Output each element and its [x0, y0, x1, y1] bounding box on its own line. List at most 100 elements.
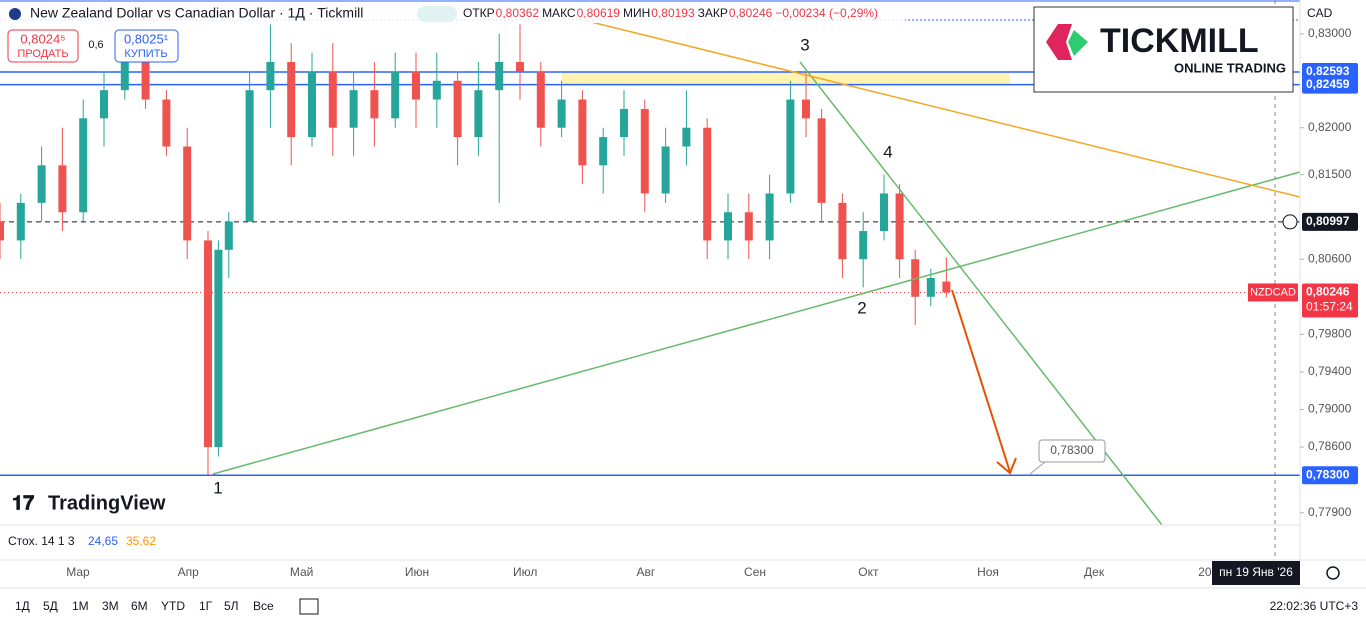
- add-alert: [1282, 214, 1298, 230]
- status[interactable]: [417, 6, 457, 22]
- ohlc-value: 0,80246: [729, 6, 773, 20]
- candle-body: [370, 90, 379, 119]
- arrow-head: [996, 457, 1017, 475]
- range-button[interactable]: 3М: [102, 599, 119, 613]
- y-tick-label: 0,82000: [1308, 120, 1352, 134]
- ohlc-value: 0,80193: [651, 6, 695, 20]
- title: New Zealand Dollar vs Canadian Dollar · …: [30, 5, 363, 21]
- range-button[interactable]: Все: [253, 599, 274, 613]
- indicator-d: 35,62: [126, 534, 156, 548]
- x-tick-label: Ноя: [977, 565, 999, 579]
- symbol: NZDCAD: [1250, 286, 1296, 298]
- buy-price: 0,8025¹: [124, 31, 169, 46]
- y-tick-label: 0,79400: [1308, 364, 1352, 378]
- spread: 0,6: [88, 39, 103, 51]
- wave-label: 1: [213, 478, 222, 497]
- range-button[interactable]: 6М: [131, 599, 148, 613]
- range-button[interactable]: YTD: [161, 599, 185, 613]
- platform-icon: 𝟏𝟕: [12, 492, 34, 514]
- flag: [9, 8, 21, 20]
- x-tick-label: Авг: [636, 565, 655, 579]
- candle-body: [349, 90, 358, 128]
- range-button[interactable]: 1Г: [199, 599, 213, 613]
- candle-body: [79, 118, 88, 213]
- candle-body: [245, 90, 254, 222]
- x-tick-label: Апр: [178, 565, 200, 579]
- logo-mark: [1068, 30, 1088, 56]
- indicator-k: 24,65: [88, 534, 118, 548]
- calendar-icon[interactable]: [299, 598, 319, 615]
- date-label: пн 19 Янв '26: [1219, 565, 1293, 579]
- date-box: [1212, 561, 1300, 585]
- callout-pointer: [1029, 461, 1046, 475]
- price-label-box: [1302, 75, 1358, 94]
- arrow: [951, 289, 1011, 473]
- candle-body: [58, 165, 67, 213]
- ohlc-label: МАКС: [542, 6, 576, 20]
- wave-label: 3: [800, 35, 809, 54]
- trend-line: [212, 171, 1301, 475]
- logo-tagline: ONLINE TRADING: [1174, 60, 1286, 75]
- callout-text: 0,78300: [1050, 443, 1094, 457]
- candle-body: [391, 71, 400, 119]
- price-label: 0,82593: [1306, 64, 1350, 78]
- price-label: 0,80246: [1306, 285, 1350, 299]
- range-button[interactable]: 5Д: [43, 599, 58, 613]
- y-tick-label: 0,78600: [1308, 439, 1352, 453]
- candle-body: [474, 90, 483, 138]
- clock: 22:02:36 UTC+3: [1270, 599, 1359, 613]
- candle-body: [578, 99, 587, 166]
- price-label-box: [1302, 466, 1358, 485]
- range-button[interactable]: 5Л: [224, 599, 239, 613]
- range-button[interactable]: 1Д: [15, 599, 30, 613]
- x-tick-label: Мар: [66, 565, 90, 579]
- price-label: 0,78300: [1306, 467, 1350, 481]
- candle-body: [911, 259, 920, 297]
- buy-label: КУПИТЬ: [124, 48, 167, 60]
- x-tick-label: Сен: [744, 565, 766, 579]
- candle-body: [682, 127, 691, 147]
- candle-body: [724, 212, 732, 241]
- candle-body: [880, 193, 888, 232]
- x-tick-label: Окт: [858, 565, 879, 579]
- ohlc-label: МИН: [623, 6, 650, 20]
- x-tick-label: 20: [1198, 565, 1212, 579]
- indicator-label: Стох. 14 1 3: [8, 534, 75, 548]
- callout: [1038, 439, 1106, 463]
- candle-body: [204, 240, 212, 448]
- candle-body: [453, 80, 462, 138]
- candle-body: [141, 61, 150, 100]
- countdown: 01:57:24: [1306, 300, 1353, 314]
- y-tick-label: 0,83000: [1308, 26, 1352, 40]
- candle-body: [516, 61, 524, 72]
- price-label-box: [1302, 212, 1358, 231]
- candle-body: [895, 193, 904, 260]
- ohlc-label: ОТКР: [463, 6, 495, 20]
- logo-brand: TICKMILL: [1100, 22, 1259, 60]
- candle-body: [599, 137, 608, 166]
- x-tick-label: Июн: [405, 565, 429, 579]
- candle-body: [786, 99, 795, 194]
- candle-body: [308, 71, 316, 138]
- settings-icon[interactable]: [1326, 566, 1340, 580]
- y-tick-label: 0,80600: [1308, 251, 1352, 265]
- candle-body: [557, 99, 566, 128]
- y-tick-label: 0,79800: [1308, 327, 1352, 341]
- x-tick-label: Май: [290, 565, 314, 579]
- sell-price: 0,8024⁵: [20, 31, 65, 46]
- trend-line: [574, 17, 1301, 198]
- sell-button[interactable]: [7, 29, 79, 63]
- currency[interactable]: CAD: [1307, 6, 1333, 20]
- change: −0,00234 (−0,29%): [775, 6, 878, 20]
- buy-button[interactable]: [114, 29, 179, 63]
- wave-label: 4: [883, 142, 892, 161]
- range-button[interactable]: 1М: [72, 599, 89, 613]
- candle-body: [120, 61, 129, 91]
- candle-body: [536, 71, 545, 128]
- candle-body: [100, 90, 108, 119]
- candle-body: [16, 202, 25, 241]
- ohlc-value: 0,80362: [496, 6, 540, 20]
- symbol-box: [1248, 283, 1298, 302]
- candle-body: [0, 221, 4, 241]
